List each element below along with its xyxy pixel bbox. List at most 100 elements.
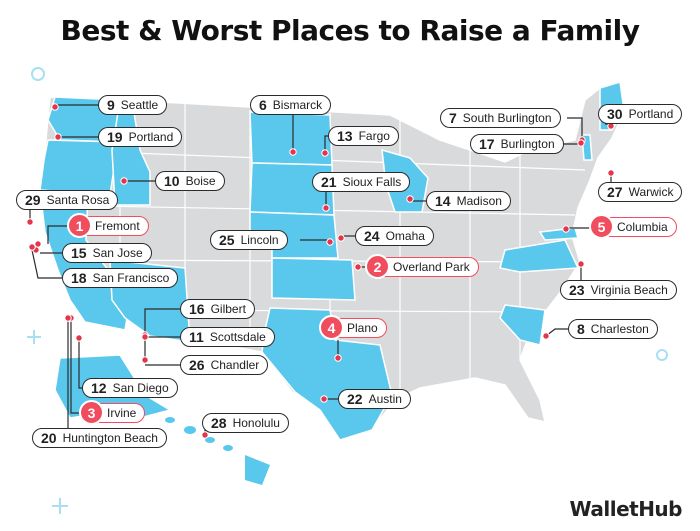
city-marker: [354, 263, 362, 271]
leader-line: [324, 135, 328, 153]
city-marker: [64, 314, 72, 322]
state-hawaii: [165, 417, 270, 485]
city-label: 18 San Francisco: [62, 268, 179, 288]
rank-number: 8: [577, 321, 585, 337]
city-marker: [54, 133, 62, 141]
city-label: 7 South Burlington: [440, 108, 561, 128]
city-name: Scottsdale: [209, 330, 266, 344]
city-label: 30 Portland: [598, 104, 683, 124]
city-name: Madison: [456, 194, 502, 208]
city-name: San Diego: [112, 381, 169, 395]
city-name: Santa Rosa: [46, 193, 110, 207]
city-marker: [120, 177, 128, 185]
city-marker: [51, 103, 59, 111]
wallethub-logo: WalletHub: [569, 497, 683, 521]
city-name: Portland: [628, 107, 674, 121]
rank-number: 29: [25, 192, 41, 208]
city-name: South Burlington: [462, 111, 552, 125]
city-label: 16 Gilbert: [180, 299, 255, 319]
city-marker: [577, 139, 585, 147]
rank-number: 24: [364, 228, 380, 244]
city-marker: [337, 234, 345, 242]
city-marker: [320, 395, 328, 403]
city-label: 20 Huntington Beach: [32, 428, 167, 448]
city-label: 23 Virginia Beach: [560, 280, 677, 300]
city-label: 8 Charleston: [568, 319, 658, 339]
city-name: Bismarck: [272, 98, 323, 112]
city-label: 22 Austin: [338, 389, 411, 409]
city-label: 21 Sioux Falls: [312, 172, 411, 192]
rank-number: 16: [189, 301, 205, 317]
rank-number: 21: [321, 174, 337, 190]
rank-number: 6: [259, 97, 267, 113]
leader-line: [545, 328, 568, 337]
rank-number: 13: [337, 128, 353, 144]
city-label: 29 Santa Rosa: [16, 190, 119, 210]
city-name: Austin: [368, 392, 402, 406]
city-name: Irvine: [107, 406, 137, 420]
rank-number: 27: [607, 184, 623, 200]
rank-badge: 2: [365, 254, 390, 279]
rank-badge: 5: [589, 214, 614, 239]
city-label: 13 Fargo: [328, 126, 399, 146]
leader-line: [31, 249, 62, 279]
city-name: Gilbert: [210, 302, 246, 316]
rank-number: 11: [189, 329, 204, 345]
city-markers: [26, 103, 615, 439]
rank-number: 19: [107, 129, 123, 145]
leader-line: [567, 117, 583, 140]
city-marker: [607, 169, 615, 177]
city-label: 3 Irvine: [79, 400, 146, 425]
city-name: San Francisco: [92, 271, 170, 285]
city-label: 26 Chandler: [180, 355, 269, 375]
city-label: 6 Bismarck: [250, 95, 332, 115]
city-name: Portland: [128, 130, 174, 144]
rank-number: 26: [189, 357, 205, 373]
rank-number: 22: [347, 391, 363, 407]
leader-line: [47, 225, 70, 244]
city-label: 12 San Diego: [82, 378, 178, 398]
city-label: 2 Overland Park: [365, 254, 479, 279]
city-name: Boise: [185, 174, 216, 188]
city-label: 14 Madison: [426, 191, 511, 211]
city-marker: [26, 218, 34, 226]
state-kansas: [271, 257, 356, 301]
city-marker: [542, 332, 550, 340]
city-name: Fargo: [358, 129, 390, 143]
city-marker: [289, 148, 297, 156]
city-name: Columbia: [617, 220, 668, 234]
rank-number: 15: [71, 245, 87, 261]
city-name: Plano: [347, 321, 378, 335]
city-label: 9 Seattle: [98, 95, 168, 115]
rank-number: 7: [449, 110, 457, 126]
city-name: Seattle: [120, 98, 159, 112]
city-marker: [75, 334, 83, 342]
city-label: 28 Honolulu: [202, 413, 289, 433]
city-label: 17 Burlington: [470, 134, 564, 154]
city-label: 24 Omaha: [355, 226, 434, 246]
city-label: 5 Columbia: [589, 214, 677, 239]
rank-badge: 3: [79, 400, 104, 425]
rank-number: 25: [219, 232, 235, 248]
city-name: Warwick: [628, 185, 674, 199]
city-marker: [34, 240, 42, 248]
rank-number: 28: [211, 415, 227, 431]
city-name: Burlington: [500, 137, 555, 151]
state-virginia: [499, 239, 580, 273]
rank-number: 9: [107, 97, 115, 113]
city-label: 10 Boise: [155, 171, 225, 191]
city-marker: [406, 195, 414, 203]
leader-line: [144, 308, 180, 360]
city-name: Fremont: [95, 219, 140, 233]
city-name: Honolulu: [232, 416, 280, 430]
leader-line: [78, 338, 82, 389]
city-label: 19 Portland: [98, 127, 183, 147]
city-name: Overland Park: [393, 260, 470, 274]
rank-badge: 4: [319, 315, 344, 340]
rank-number: 14: [435, 193, 451, 209]
city-label: 27 Warwick: [598, 182, 683, 202]
city-marker: [321, 149, 329, 157]
city-marker: [28, 243, 36, 251]
city-name: Sioux Falls: [342, 175, 402, 189]
